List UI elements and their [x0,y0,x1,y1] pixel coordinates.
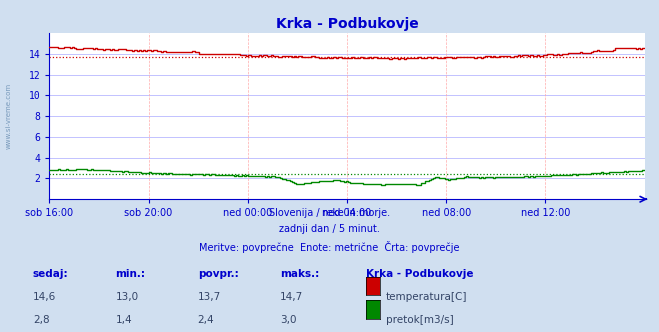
Text: 2,4: 2,4 [198,315,214,325]
Text: 2,8: 2,8 [33,315,49,325]
Text: pretok[m3/s]: pretok[m3/s] [386,315,453,325]
Text: povpr.:: povpr.: [198,269,239,279]
Text: 14,6: 14,6 [33,292,56,302]
Title: Krka - Podbukovje: Krka - Podbukovje [275,17,418,31]
Text: 14,7: 14,7 [280,292,303,302]
Text: Meritve: povprečne  Enote: metrične  Črta: povprečje: Meritve: povprečne Enote: metrične Črta:… [199,241,460,253]
Text: Krka - Podbukovje: Krka - Podbukovje [366,269,473,279]
Text: temperatura[C]: temperatura[C] [386,292,467,302]
Text: maks.:: maks.: [280,269,320,279]
Text: Slovenija / reke in morje.: Slovenija / reke in morje. [269,208,390,217]
Text: sedaj:: sedaj: [33,269,69,279]
Text: min.:: min.: [115,269,146,279]
Text: 13,7: 13,7 [198,292,221,302]
Text: 1,4: 1,4 [115,315,132,325]
Text: www.si-vreme.com: www.si-vreme.com [5,83,12,149]
Text: 3,0: 3,0 [280,315,297,325]
Text: zadnji dan / 5 minut.: zadnji dan / 5 minut. [279,224,380,234]
Text: 13,0: 13,0 [115,292,138,302]
